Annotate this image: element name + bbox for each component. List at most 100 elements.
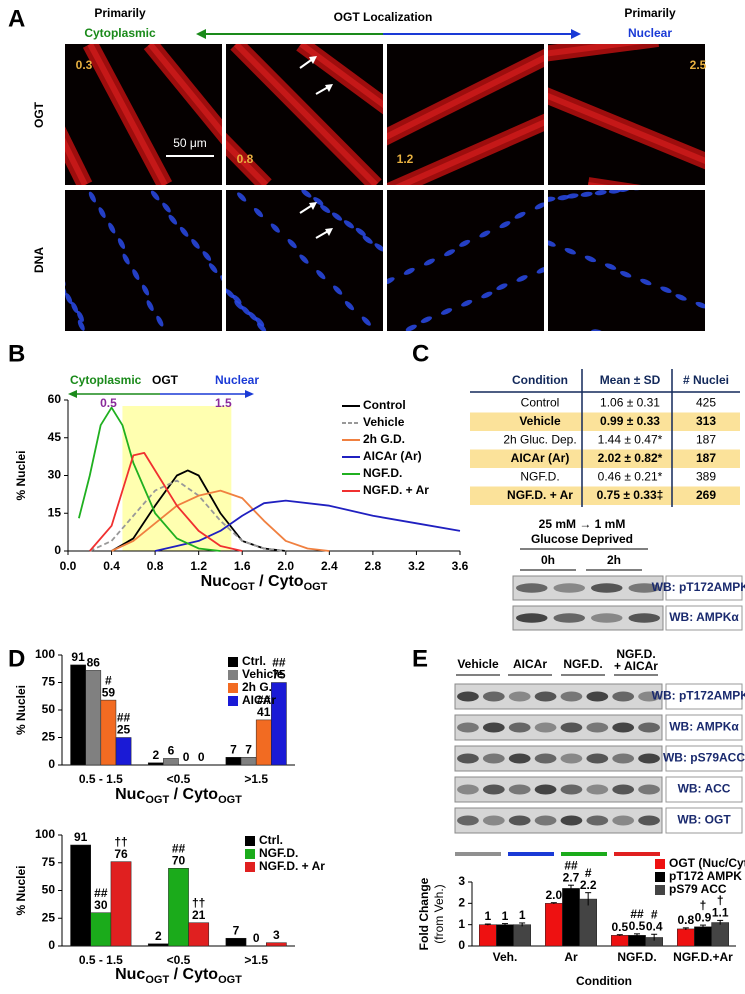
blot-band (612, 722, 635, 733)
blot-band (586, 691, 609, 702)
legend-label: AICAr (Ar) (363, 449, 422, 463)
x-axis-label-part: / Cyto (169, 786, 218, 803)
blot-band (612, 753, 635, 764)
arrow-label: Nuclear (628, 26, 672, 40)
blot-band (612, 784, 635, 795)
nucleus (374, 243, 383, 252)
bar (147, 943, 169, 947)
significance-marker: ## (272, 656, 286, 670)
nucleus (88, 191, 96, 203)
nucleus (76, 310, 84, 322)
bar (496, 924, 514, 947)
legend-label: Ctrl. (242, 654, 266, 668)
arrow-head (245, 390, 254, 398)
value-label: 1 (484, 909, 491, 923)
arrow-title: OGT (152, 373, 179, 387)
legend-label: Vehicle (363, 415, 405, 429)
value-label: 3 (273, 928, 280, 942)
x-tick-label: NGF.D.+Ar (673, 950, 733, 964)
nucleus (620, 271, 632, 278)
y-tick-label: 75 (42, 675, 56, 689)
y-tick-label: 0 (48, 938, 55, 952)
nucleus (403, 267, 415, 275)
blot-band (638, 815, 660, 826)
wb-label: WB: ACC (678, 782, 731, 796)
scale-bar-label: 50 μm (173, 136, 207, 150)
nucleus (695, 301, 705, 309)
value-label: 2.0 (545, 888, 562, 902)
x-tick-label: 1.2 (190, 559, 207, 573)
line-series (78, 406, 221, 552)
blot-band (560, 691, 583, 702)
value-label: 1 (519, 908, 526, 922)
blot-band (628, 583, 660, 593)
blot-band (560, 784, 583, 795)
blot-band (638, 722, 660, 733)
legend-swatch (228, 657, 238, 667)
significance-marker: # (105, 673, 112, 687)
arrow-head (68, 390, 77, 398)
blot-band (612, 691, 635, 702)
fiber-core (387, 54, 544, 140)
x-tick-label: 0.4 (103, 559, 120, 573)
x-axis-label-part: OGT (145, 974, 169, 986)
micrograph (387, 44, 544, 185)
y-tick-label: 50 (42, 702, 56, 716)
wb-label-box (665, 605, 743, 631)
pointer-head (325, 84, 333, 92)
panel-label: B (8, 340, 25, 367)
x-axis-label-part: OGT (145, 794, 169, 806)
pointer-head (309, 202, 317, 210)
value-label: 0.9 (695, 910, 712, 924)
nucleus (98, 207, 106, 218)
blot-band (508, 722, 531, 733)
legend-label: Vehicle (242, 667, 284, 681)
blot-band (482, 753, 505, 764)
legend-swatch (228, 670, 238, 680)
nucleus (687, 343, 700, 350)
nucleus (362, 235, 373, 244)
significance-marker: # (585, 866, 592, 880)
blot-band (591, 583, 623, 593)
x-axis-label-part: OGT (218, 974, 242, 986)
value-label: 7 (233, 923, 240, 937)
blot-band (586, 722, 609, 733)
x-axis-label-part: OGT (304, 581, 328, 593)
nucleus (179, 226, 189, 237)
nucleus (387, 277, 395, 285)
nucleus (202, 251, 212, 261)
nucleus (150, 190, 160, 201)
value-label: 75 (272, 668, 286, 682)
nucleus (122, 253, 130, 265)
nucleus (65, 293, 73, 305)
bar (70, 844, 91, 947)
bar (677, 928, 695, 947)
table-cell: 313 (696, 414, 716, 428)
y-tick-label: 3 (458, 874, 465, 888)
nucleus (316, 269, 326, 280)
line-series (154, 499, 461, 552)
bar (271, 682, 287, 766)
bar (168, 868, 189, 947)
panel-label: A (8, 5, 25, 32)
nucleus (355, 227, 366, 237)
x-tick-label: Veh. (493, 950, 518, 964)
fiber-core (87, 44, 168, 185)
value-label: 86 (87, 656, 101, 670)
blot-band (508, 815, 531, 826)
legend-label: OGT (Nuc/Cyto) (669, 856, 745, 870)
value-label: 2 (152, 748, 159, 762)
nucleus (313, 197, 324, 206)
nucleus (146, 300, 154, 312)
nucleus (191, 238, 200, 249)
y-tick-label: 100 (35, 827, 55, 841)
nucleus (534, 202, 544, 210)
nucleus (566, 193, 579, 199)
y-tick-label: 50 (42, 883, 56, 897)
blot-band (586, 784, 609, 795)
y-axis-label: % Nuclei (14, 450, 28, 500)
nucleus (632, 190, 644, 191)
nucleus (616, 333, 629, 340)
significance-marker: † (700, 898, 707, 912)
wb-label-box (665, 575, 743, 601)
